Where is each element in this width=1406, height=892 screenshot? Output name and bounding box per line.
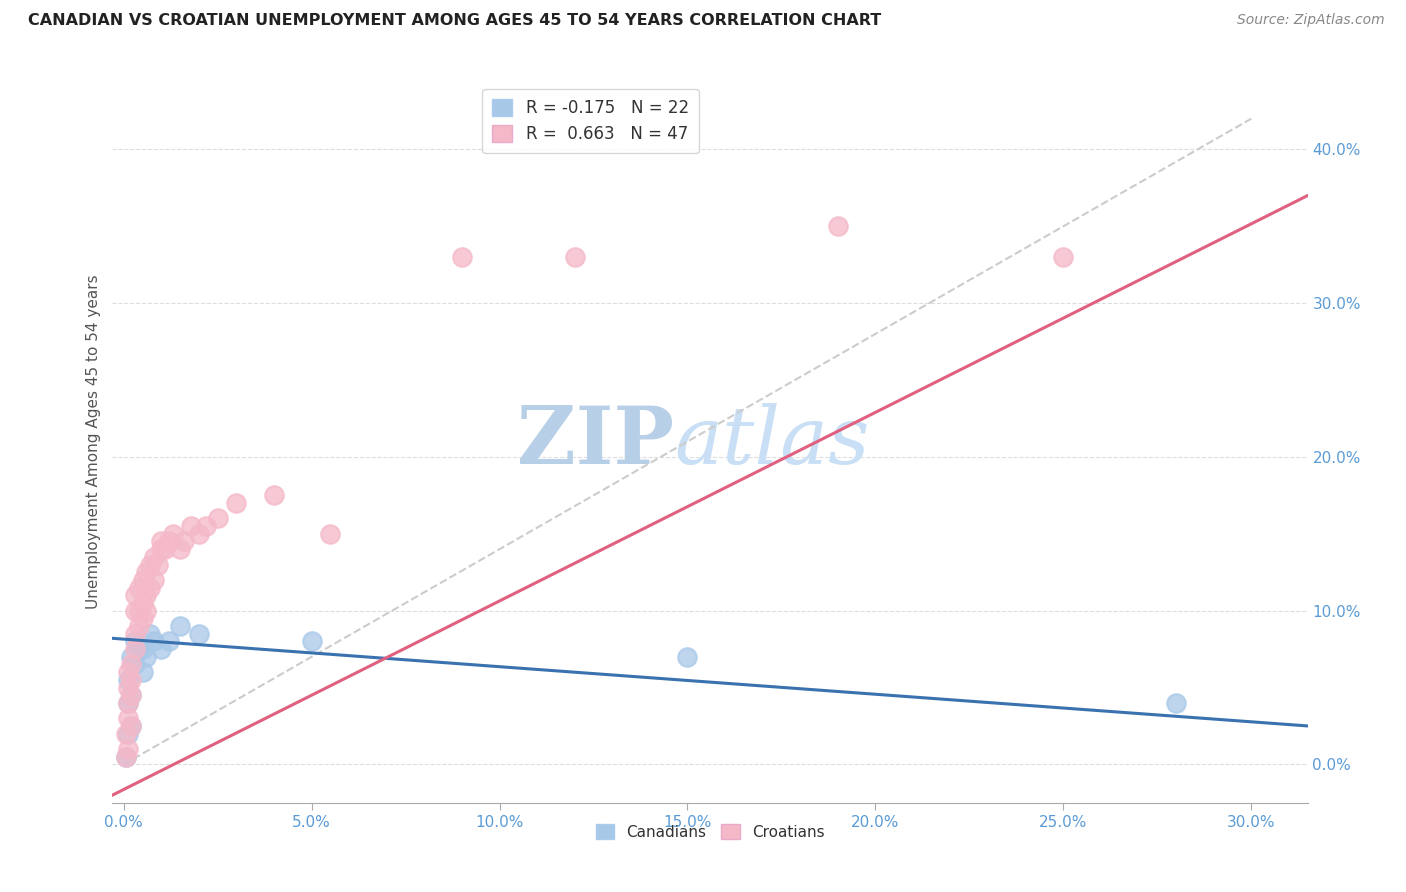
Point [131, 596, 153, 610]
Point [150, 542, 173, 557]
Point [1164, 696, 1187, 710]
Point [131, 642, 153, 657]
Point [124, 588, 146, 602]
Point [169, 542, 191, 557]
Point [827, 219, 849, 234]
Point [117, 742, 139, 756]
Point [153, 542, 176, 557]
Point [150, 534, 173, 549]
Point [120, 688, 142, 702]
Text: CANADIAN VS CROATIAN UNEMPLOYMENT AMONG AGES 45 TO 54 YEARS CORRELATION CHART: CANADIAN VS CROATIAN UNEMPLOYMENT AMONG … [28, 13, 882, 29]
Point [131, 573, 153, 587]
Point [195, 519, 218, 533]
Point [120, 673, 142, 687]
Point [120, 688, 142, 702]
Point [124, 642, 146, 657]
Point [117, 681, 139, 695]
Point [135, 649, 157, 664]
Point [124, 626, 146, 640]
Point [124, 604, 146, 618]
Point [135, 565, 157, 579]
Point [117, 696, 139, 710]
Point [117, 711, 139, 725]
Point [142, 634, 165, 648]
Point [319, 526, 342, 541]
Point [150, 642, 173, 657]
Point [207, 511, 229, 525]
Point [120, 719, 142, 733]
Point [263, 488, 285, 502]
Point [564, 250, 586, 264]
Point [139, 626, 162, 640]
Y-axis label: Unemployment Among Ages 45 to 54 years: Unemployment Among Ages 45 to 54 years [86, 274, 101, 609]
Point [120, 657, 142, 672]
Point [135, 588, 157, 602]
Point [157, 534, 180, 549]
Point [124, 657, 146, 672]
Point [124, 634, 146, 648]
Point [128, 581, 150, 595]
Point [131, 611, 153, 625]
Point [169, 619, 191, 633]
Point [225, 496, 247, 510]
Point [114, 749, 136, 764]
Point [1052, 250, 1074, 264]
Point [131, 665, 153, 680]
Text: Source: ZipAtlas.com: Source: ZipAtlas.com [1237, 13, 1385, 28]
Point [139, 558, 162, 572]
Point [114, 726, 136, 740]
Point [117, 673, 139, 687]
Point [187, 626, 209, 640]
Text: ZIP: ZIP [517, 402, 675, 481]
Text: atlas: atlas [675, 403, 869, 480]
Point [128, 604, 150, 618]
Point [117, 726, 139, 740]
Point [117, 665, 139, 680]
Point [451, 250, 474, 264]
Point [146, 558, 169, 572]
Point [135, 604, 157, 618]
Point [128, 619, 150, 633]
Point [128, 642, 150, 657]
Point [187, 526, 209, 541]
Point [120, 719, 142, 733]
Legend: Canadians, Croatians: Canadians, Croatians [589, 818, 831, 846]
Point [142, 573, 165, 587]
Point [162, 526, 184, 541]
Point [139, 581, 162, 595]
Point [157, 634, 180, 648]
Point [301, 634, 323, 648]
Point [114, 749, 136, 764]
Point [120, 649, 142, 664]
Point [142, 549, 165, 564]
Point [180, 519, 202, 533]
Point [173, 534, 195, 549]
Point [117, 696, 139, 710]
Point [676, 649, 699, 664]
